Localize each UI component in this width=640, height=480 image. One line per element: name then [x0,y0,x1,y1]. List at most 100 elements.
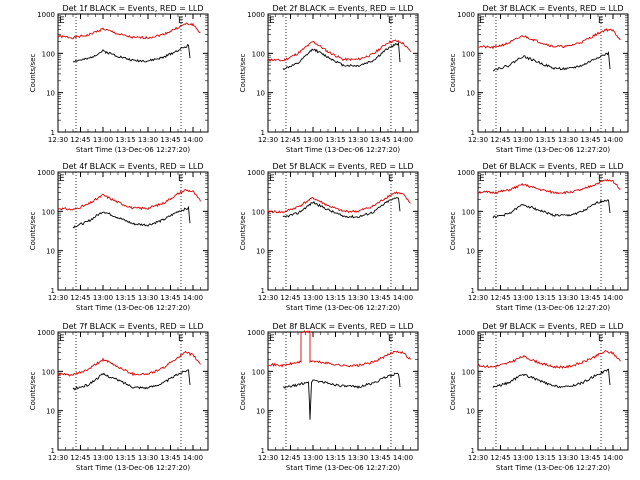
event-rate-line [283,372,401,420]
x-tick-label: 13:45 [370,294,390,302]
x-tick-label: 13:00 [303,454,323,462]
x-tick-label: 13:00 [513,136,533,144]
x-tick-label: 14:00 [393,294,413,302]
y-tick-label: 100 [252,208,265,216]
x-tick-label: 13:00 [513,454,533,462]
time-marker-label: E [178,174,184,184]
plot-frame [267,331,419,451]
chart-panel-4: Det 4f BLACK = Events, RED = LLD 1 10 100 10… [29,162,209,312]
x-tick-label: 12:30 [258,454,278,462]
x-tick-label: 13:00 [93,454,113,462]
corner-label: E [479,174,485,184]
time-marker-label: E [388,174,394,184]
lld-rate-line [477,350,621,369]
y-tick-label: 100 [42,368,55,376]
event-rate-line [72,205,191,229]
y-tick-label: 10 [256,248,265,256]
chart-panel-5: Det 5f BLACK = Events, RED = LLD 1 10 100 10… [239,162,419,312]
x-tick-label: 12:45 [280,294,300,302]
corner-label: E [479,334,485,344]
x-tick-label: 14:00 [393,136,413,144]
y-tick-label: 1000 [247,11,265,19]
plot-frame [57,13,209,133]
y-tick-label: 10 [256,408,265,416]
x-axis-label: Start Time (13-Dec-06 12:27:20) [76,464,190,472]
x-tick-label: 12:45 [280,136,300,144]
x-tick-label: 13:45 [580,294,600,302]
plot-frame [477,13,629,133]
corner-label: E [269,16,275,26]
y-tick-label: 100 [462,368,475,376]
y-tick-label: 10 [46,248,55,256]
x-tick-label: 13:45 [370,136,390,144]
corner-label: E [59,334,65,344]
event-rate-line [282,41,401,71]
x-tick-label: 13:45 [160,136,180,144]
y-tick-label: 100 [252,50,265,58]
chart-panel-8: Det 8f BLACK = Events, RED = LLD 1 10 100 10… [239,322,419,472]
x-tick-label: 12:45 [490,454,510,462]
time-marker-label: E [178,16,184,26]
y-axis-label: Counts/sec [449,212,457,251]
time-marker-label: E [598,16,604,26]
y-axis-label: Counts/sec [449,372,457,411]
x-axis-label: Start Time (13-Dec-06 12:27:20) [496,304,610,312]
x-tick-label: 12:30 [48,136,68,144]
x-tick-label: 13:30 [348,136,368,144]
y-tick-label: 10 [466,408,475,416]
x-tick-label: 14:00 [603,294,623,302]
y-tick-label: 1000 [457,11,475,19]
event-rate-line [282,196,401,219]
x-tick-label: 12:45 [280,454,300,462]
x-tick-label: 12:30 [468,136,488,144]
x-tick-label: 13:00 [303,294,323,302]
corner-label: E [59,16,65,26]
x-tick-label: 13:30 [138,136,158,144]
x-tick-label: 13:15 [115,294,135,302]
chart-title: Det 9f BLACK = Events, RED = LLD [482,322,623,331]
y-axis-label: Counts/sec [29,212,37,251]
chart-panel-7: Det 7f BLACK = Events, RED = LLD 1 10 100 10… [29,322,209,472]
chart-panel-9: Det 9f BLACK = Events, RED = LLD 1 10 100 10… [449,322,629,472]
y-tick-label: 10 [46,408,55,416]
y-axis-label: Counts/sec [449,54,457,93]
chart-panel-3: Det 3f BLACK = Events, RED = LLD 1 10 100 10… [449,4,629,154]
time-marker-label: E [598,174,604,184]
chart-title: Det 5f BLACK = Events, RED = LLD [272,162,413,171]
corner-label: E [59,174,65,184]
y-tick-label: 1000 [247,329,265,337]
x-tick-label: 13:30 [558,294,578,302]
y-tick-label: 10 [466,90,475,98]
x-tick-label: 12:45 [490,294,510,302]
x-tick-label: 12:30 [48,454,68,462]
y-tick-label: 1 [51,287,55,295]
x-tick-label: 13:00 [513,294,533,302]
y-tick-label: 1 [51,447,55,455]
plot-frame [267,171,419,291]
y-axis-label: Counts/sec [239,212,247,251]
x-tick-label: 12:30 [258,294,278,302]
x-tick-label: 13:15 [535,454,555,462]
x-tick-label: 13:30 [558,136,578,144]
time-marker-label: E [178,334,184,344]
y-tick-label: 100 [252,368,265,376]
x-tick-label: 12:30 [48,294,68,302]
chart-title: Det 6f BLACK = Events, RED = LLD [482,162,623,171]
lld-rate-line [57,188,201,211]
event-rate-line [492,368,611,389]
chart-panel-6: Det 6f BLACK = Events, RED = LLD 1 10 100 10… [449,162,629,312]
x-tick-label: 13:30 [138,294,158,302]
y-tick-label: 1000 [37,169,55,177]
event-rate-line [72,369,191,391]
x-tick-label: 14:00 [393,454,413,462]
y-axis-label: Counts/sec [29,372,37,411]
lld-rate-line [267,191,411,214]
y-axis-label: Counts/sec [239,372,247,411]
x-tick-label: 12:45 [70,294,90,302]
plot-frame [477,171,629,291]
chart-panel-1: Det 1f BLACK = Events, RED = LLD 1 10 100 10… [29,4,209,154]
y-tick-label: 1 [471,129,475,137]
y-tick-label: 1000 [37,329,55,337]
x-axis-label: Start Time (13-Dec-06 12:27:20) [286,464,400,472]
